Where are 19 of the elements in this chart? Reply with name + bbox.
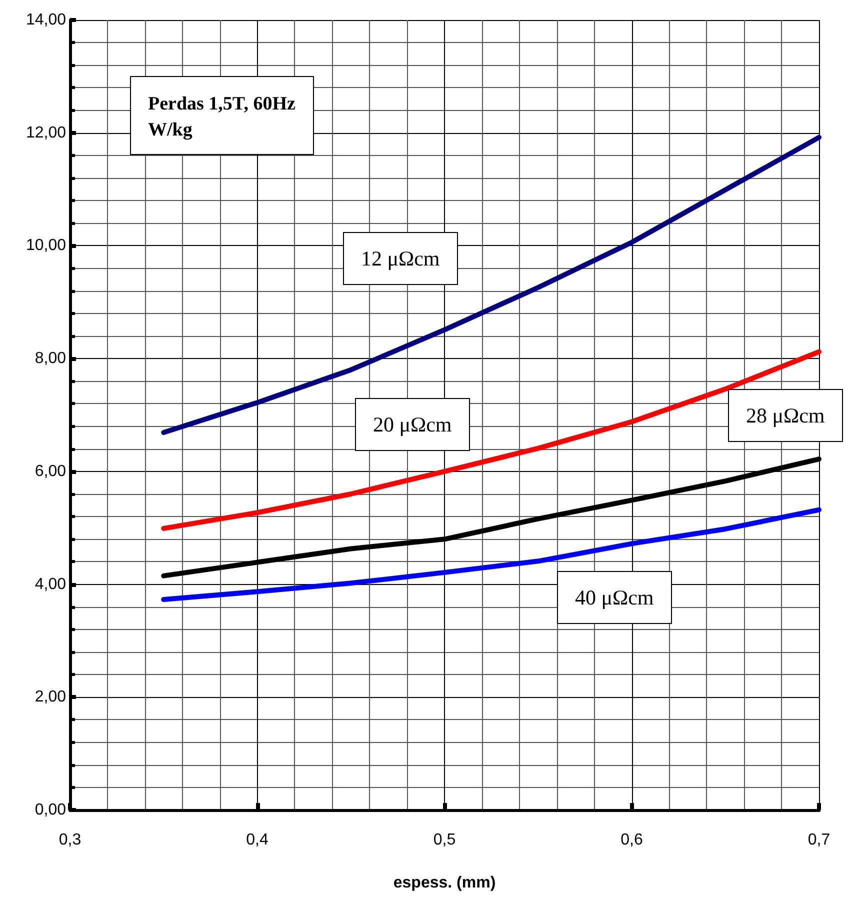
text: 12 μΩcm xyxy=(361,246,440,270)
y-tick-label: 0,00 xyxy=(34,802,66,818)
x-tick-label: 0,7 xyxy=(808,832,830,848)
series-label: 40 μΩcm xyxy=(575,586,654,610)
series-label: 28 μΩcm xyxy=(746,404,825,428)
y-tick-label: 4,00 xyxy=(34,576,66,593)
y-tick-label: 8,00 xyxy=(34,350,66,368)
x-axis-title: espess. (mm) xyxy=(393,874,496,892)
series-label: 20 μΩcm xyxy=(373,412,452,436)
y-tick-label: 14,00 xyxy=(26,12,66,28)
text: Perdas 1,5T, 60Hz W/kg xyxy=(148,94,296,140)
x-tick-label: 0,6 xyxy=(620,832,643,848)
x-tick-label: 0,5 xyxy=(433,832,456,848)
y-tick-label: 10,00 xyxy=(26,237,66,254)
y-tick-label: 12,00 xyxy=(26,124,66,142)
x-tick-label: 0,4 xyxy=(246,832,268,848)
x-tick-label: 0,3 xyxy=(58,832,82,848)
y-tick-label: 2,00 xyxy=(34,688,66,706)
y-tick-label: 6,00 xyxy=(34,462,66,480)
